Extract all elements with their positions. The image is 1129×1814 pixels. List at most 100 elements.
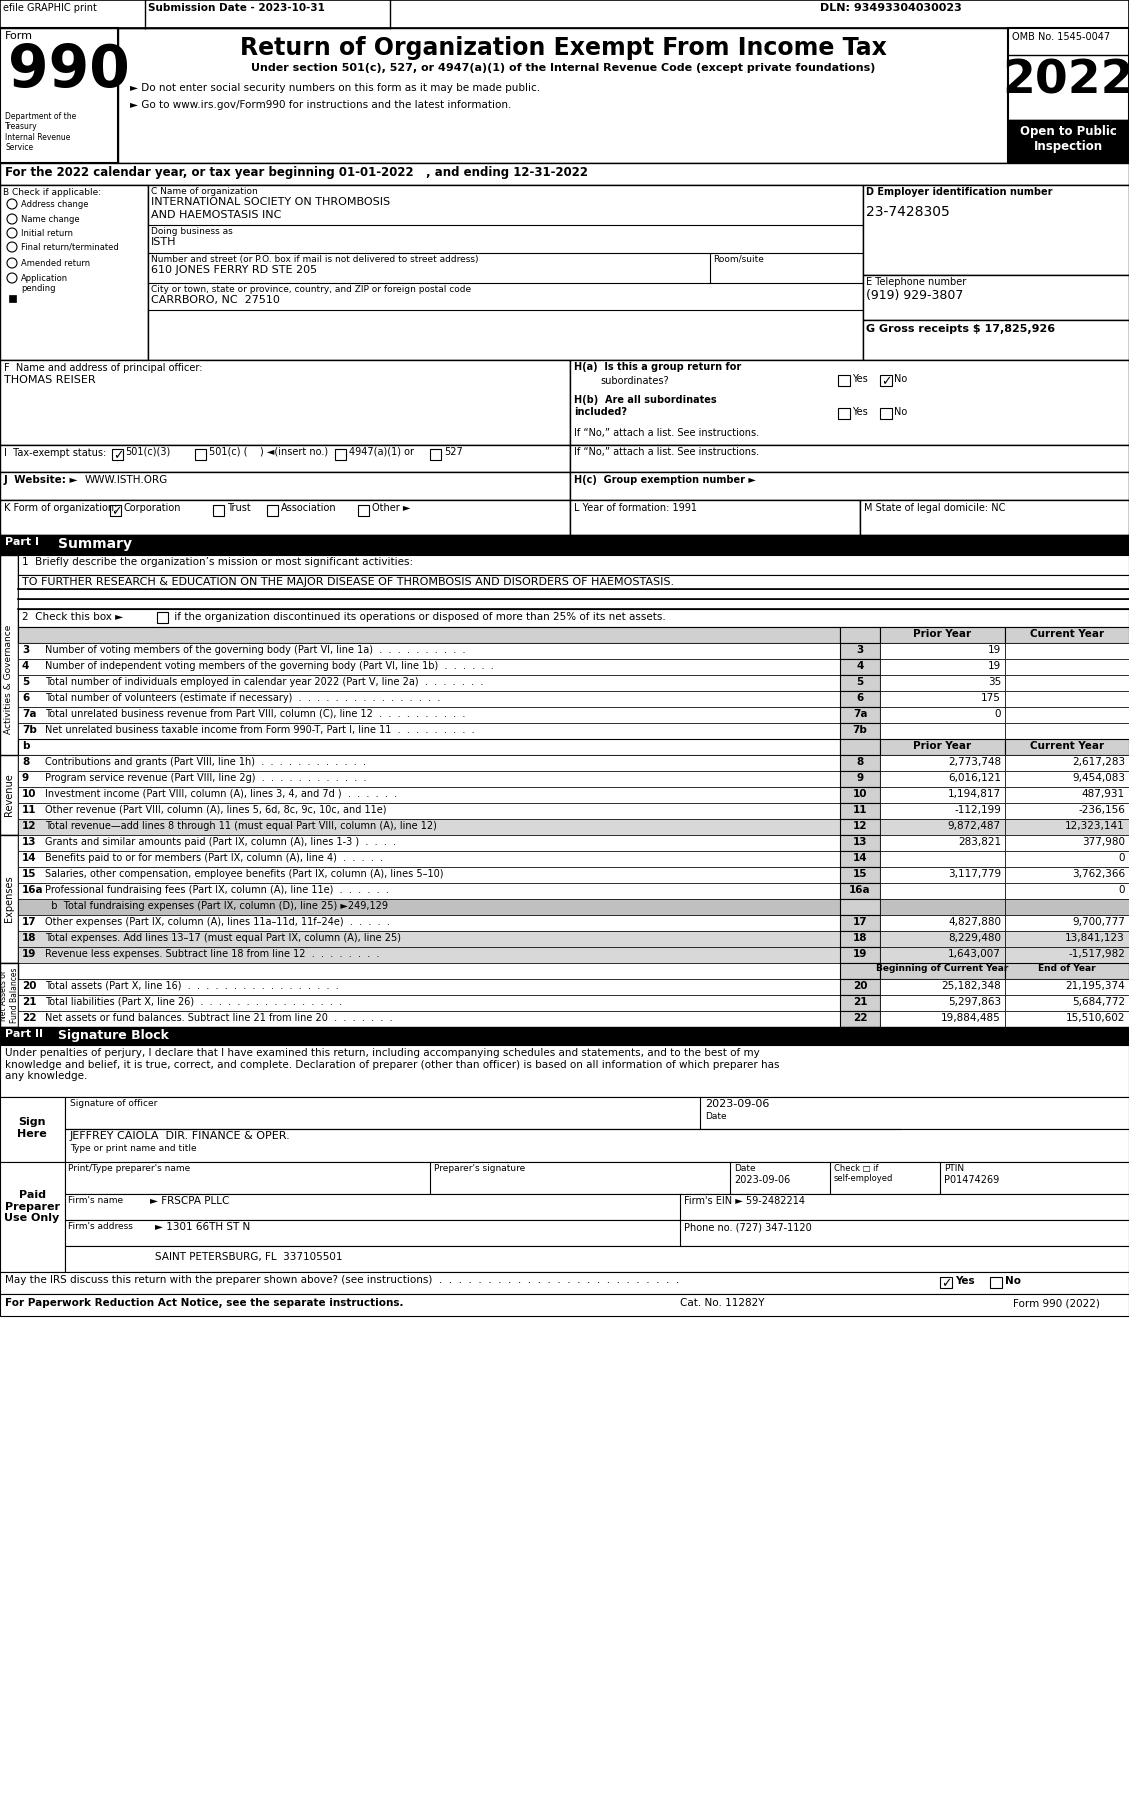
Bar bbox=[110, 504, 121, 515]
Text: if the organization discontinued its operations or disposed of more than 25% of : if the organization discontinued its ope… bbox=[170, 611, 666, 622]
Bar bbox=[112, 450, 123, 461]
Text: Other revenue (Part VIII, column (A), lines 5, 6d, 8c, 9c, 10c, and 11e): Other revenue (Part VIII, column (A), li… bbox=[45, 805, 386, 814]
Text: Firm's EIN ► 59-2482214: Firm's EIN ► 59-2482214 bbox=[684, 1195, 805, 1206]
Bar bbox=[570, 472, 1129, 501]
Bar bbox=[18, 980, 840, 996]
Bar bbox=[0, 555, 18, 804]
Bar bbox=[157, 611, 168, 622]
Bar bbox=[840, 867, 879, 883]
Bar bbox=[0, 185, 148, 359]
Text: 11: 11 bbox=[852, 805, 867, 814]
Bar bbox=[879, 996, 1005, 1010]
Text: Program service revenue (Part VIII, line 2g)  .  .  .  .  .  .  .  .  .  .  .  .: Program service revenue (Part VIII, line… bbox=[45, 773, 367, 784]
Text: Trust: Trust bbox=[227, 502, 251, 513]
Bar bbox=[18, 658, 840, 675]
Text: 4: 4 bbox=[21, 660, 29, 671]
Text: If “No,” attach a list. See instructions.: If “No,” attach a list. See instructions… bbox=[574, 428, 759, 437]
Text: Grants and similar amounts paid (Part IX, column (A), lines 1-3 )  .  .  .  .: Grants and similar amounts paid (Part IX… bbox=[45, 836, 396, 847]
Text: Total liabilities (Part X, line 26)  .  .  .  .  .  .  .  .  .  .  .  .  .  .  .: Total liabilities (Part X, line 26) . . … bbox=[45, 998, 342, 1007]
Text: Revenue: Revenue bbox=[5, 773, 14, 816]
Text: efile GRAPHIC print: efile GRAPHIC print bbox=[3, 4, 97, 13]
Text: 501(c) (    ) ◄(insert no.): 501(c) ( ) ◄(insert no.) bbox=[209, 446, 329, 457]
Bar bbox=[18, 900, 840, 914]
Text: 18: 18 bbox=[852, 932, 867, 943]
Text: 21: 21 bbox=[21, 998, 36, 1007]
Text: 3,117,779: 3,117,779 bbox=[948, 869, 1001, 880]
Bar bbox=[1005, 996, 1129, 1010]
Bar bbox=[879, 707, 1005, 724]
Bar bbox=[879, 804, 1005, 818]
Bar bbox=[65, 1194, 1129, 1221]
Text: Room/suite: Room/suite bbox=[714, 256, 764, 265]
Text: 2023-09-06: 2023-09-06 bbox=[704, 1099, 769, 1108]
Bar bbox=[1005, 1010, 1129, 1027]
Bar bbox=[840, 834, 879, 851]
Bar bbox=[18, 851, 840, 867]
Text: 10: 10 bbox=[852, 789, 867, 798]
Bar bbox=[1005, 947, 1129, 963]
Text: 19: 19 bbox=[988, 660, 1001, 671]
Text: Final return/terminated: Final return/terminated bbox=[21, 243, 119, 252]
Text: ► Go to www.irs.gov/Form990 for instructions and the latest information.: ► Go to www.irs.gov/Form990 for instruct… bbox=[130, 100, 511, 111]
Bar bbox=[0, 444, 570, 472]
Bar bbox=[840, 738, 879, 755]
Text: 25,182,348: 25,182,348 bbox=[942, 981, 1001, 990]
Text: ► Do not enter social security numbers on this form as it may be made public.: ► Do not enter social security numbers o… bbox=[130, 83, 540, 93]
Text: 0: 0 bbox=[995, 709, 1001, 718]
Text: 1  Briefly describe the organization’s mission or most significant activities:: 1 Briefly describe the organization’s mi… bbox=[21, 557, 413, 568]
Bar bbox=[18, 738, 840, 755]
Text: 4947(a)(1) or: 4947(a)(1) or bbox=[349, 446, 414, 457]
Text: Total number of volunteers (estimate if necessary)  .  .  .  .  .  .  .  .  .  .: Total number of volunteers (estimate if … bbox=[45, 693, 440, 704]
Bar bbox=[840, 996, 879, 1010]
Bar bbox=[879, 375, 892, 386]
Text: 19: 19 bbox=[988, 646, 1001, 655]
Text: F  Name and address of principal officer:: F Name and address of principal officer: bbox=[5, 363, 202, 374]
Text: Net assets or fund balances. Subtract line 21 from line 20  .  .  .  .  .  .  .: Net assets or fund balances. Subtract li… bbox=[45, 1012, 393, 1023]
Text: Open to Public
Inspection: Open to Public Inspection bbox=[1019, 125, 1117, 152]
Text: 3,762,366: 3,762,366 bbox=[1071, 869, 1124, 880]
Bar bbox=[18, 628, 840, 642]
Bar bbox=[1005, 804, 1129, 818]
Text: OMB No. 1545-0047: OMB No. 1545-0047 bbox=[1012, 33, 1110, 42]
Text: J  Website: ►: J Website: ► bbox=[5, 475, 79, 484]
Bar bbox=[0, 1163, 65, 1272]
Bar bbox=[0, 163, 1129, 185]
Bar bbox=[1005, 818, 1129, 834]
Text: Part II: Part II bbox=[5, 1029, 43, 1039]
Bar bbox=[18, 947, 840, 963]
Bar bbox=[119, 27, 1008, 163]
Bar bbox=[18, 804, 840, 818]
Bar bbox=[18, 996, 840, 1010]
Text: 6: 6 bbox=[21, 693, 29, 704]
Text: Signature of officer: Signature of officer bbox=[70, 1099, 157, 1108]
Bar bbox=[1005, 691, 1129, 707]
Text: WWW.ISTH.ORG: WWW.ISTH.ORG bbox=[85, 475, 168, 484]
Text: 19,884,485: 19,884,485 bbox=[942, 1012, 1001, 1023]
Text: subordinates?: subordinates? bbox=[599, 375, 668, 386]
Bar bbox=[18, 724, 840, 738]
Bar bbox=[18, 883, 840, 900]
Text: D Employer identification number: D Employer identification number bbox=[866, 187, 1052, 198]
Text: 501(c)(3): 501(c)(3) bbox=[125, 446, 170, 457]
Text: 15,510,602: 15,510,602 bbox=[1066, 1012, 1124, 1023]
Bar bbox=[840, 963, 879, 980]
Text: 990: 990 bbox=[8, 42, 130, 100]
Text: No: No bbox=[894, 374, 908, 385]
Text: Amended return: Amended return bbox=[21, 259, 90, 268]
Text: 4: 4 bbox=[856, 660, 864, 671]
Bar bbox=[1005, 707, 1129, 724]
Text: Form 990 (2022): Form 990 (2022) bbox=[1013, 1299, 1100, 1308]
Text: 15: 15 bbox=[852, 869, 867, 880]
Text: H(a)  Is this a group return for: H(a) Is this a group return for bbox=[574, 363, 742, 372]
Text: 8: 8 bbox=[21, 756, 29, 767]
Text: Total expenses. Add lines 13–17 (must equal Part IX, column (A), line 25): Total expenses. Add lines 13–17 (must eq… bbox=[45, 932, 401, 943]
Text: Corporation: Corporation bbox=[124, 502, 182, 513]
Bar bbox=[18, 590, 1129, 599]
Bar bbox=[879, 867, 1005, 883]
Text: Initial return: Initial return bbox=[21, 229, 73, 238]
Text: 9: 9 bbox=[21, 773, 29, 784]
Bar bbox=[879, 755, 1005, 771]
Text: ✓: ✓ bbox=[113, 450, 123, 463]
Bar bbox=[1005, 980, 1129, 996]
Bar bbox=[0, 963, 18, 1027]
